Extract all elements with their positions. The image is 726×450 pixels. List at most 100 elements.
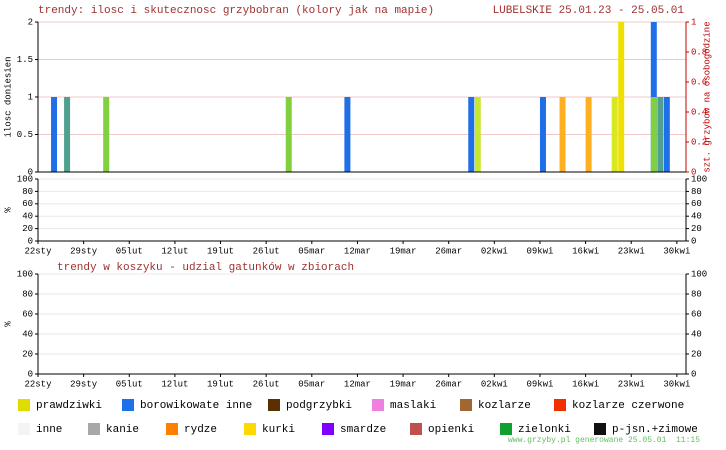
x-tick-label: 05mar	[298, 246, 325, 256]
legend-swatch	[322, 423, 334, 435]
bar	[657, 97, 664, 172]
bar	[64, 97, 71, 172]
y2-tick-label: 0.2	[691, 137, 707, 147]
bar	[539, 97, 546, 172]
y-tick-label: 40	[22, 212, 33, 222]
legend-label: kozlarze	[478, 400, 531, 412]
bar	[103, 97, 110, 172]
y-tick-label: 0	[28, 369, 33, 379]
x-tick-label: 12lut	[161, 379, 188, 389]
legend-label: smardze	[340, 424, 386, 436]
legend-swatch	[410, 423, 422, 435]
y2-tick-label: 40	[691, 212, 702, 222]
x-tick-label: 23kwi	[618, 379, 645, 389]
legend-label: zielonki	[518, 424, 571, 436]
chart-title: trendy: ilosc i skutecznosc grzybobran (…	[38, 5, 434, 17]
bar	[51, 97, 58, 172]
y-tick-label: 80	[22, 289, 33, 299]
x-tick-label: 19mar	[390, 246, 417, 256]
x-tick-label: 05lut	[116, 246, 143, 256]
y2-tick-label: 1	[691, 17, 696, 27]
y2-tick-label: 100	[691, 269, 707, 279]
x-tick-label: 02kwi	[481, 379, 508, 389]
y-axis-label: %	[3, 207, 13, 213]
legend-label: inne	[36, 424, 62, 436]
y-tick-label: 1.5	[17, 55, 33, 65]
y2-tick-label: 80	[691, 289, 702, 299]
bar	[285, 97, 292, 172]
x-tick-label: 26lut	[253, 246, 280, 256]
legend-swatch	[372, 399, 384, 411]
y2-tick-label: 0.8	[691, 47, 707, 57]
bar	[611, 97, 618, 172]
y2-tick-label: 20	[691, 349, 702, 359]
y-tick-label: 20	[22, 224, 33, 234]
y-tick-label: 100	[17, 269, 33, 279]
legend-swatch	[594, 423, 606, 435]
x-tick-label: 19lut	[207, 246, 234, 256]
legend-swatch	[18, 399, 30, 411]
bar	[618, 22, 625, 172]
bar	[585, 97, 592, 172]
bar	[559, 97, 566, 172]
x-tick-label: 12mar	[344, 379, 371, 389]
x-tick-label: 09kwi	[526, 379, 553, 389]
legend-label: maslaki	[390, 400, 437, 412]
x-tick-label: 05lut	[116, 379, 143, 389]
y-tick-label: 2	[28, 17, 33, 27]
legend-label: kurki	[262, 424, 295, 436]
x-tick-label: 26mar	[435, 246, 462, 256]
legend-swatch	[554, 399, 566, 411]
x-tick-label: 29sty	[70, 379, 98, 389]
y-tick-label: 20	[22, 349, 33, 359]
x-tick-label: 09kwi	[526, 246, 553, 256]
y-tick-label: 0.5	[17, 130, 33, 140]
legend-label: kozlarze czerwone	[572, 400, 684, 412]
y2-tick-label: 0.6	[691, 77, 707, 87]
bar	[663, 97, 670, 172]
x-tick-label: 22sty	[24, 246, 52, 256]
legend-swatch	[122, 399, 134, 411]
y-tick-label: 40	[22, 329, 33, 339]
legend-swatch	[88, 423, 100, 435]
y-tick-label: 1	[28, 92, 33, 102]
y2-tick-label: 0	[691, 167, 696, 177]
x-tick-label: 02kwi	[481, 246, 508, 256]
legend-label: podgrzybki	[286, 400, 352, 412]
y-tick-label: 80	[22, 187, 33, 197]
x-tick-label: 16kwi	[572, 246, 599, 256]
bar	[344, 97, 351, 172]
x-tick-label: 30kwi	[663, 246, 690, 256]
y2-tick-label: 0	[691, 369, 696, 379]
y-axis-label: %	[3, 321, 13, 327]
y2-tick-label: 100	[691, 174, 707, 184]
x-tick-label: 29sty	[70, 246, 98, 256]
legend-swatch	[460, 399, 472, 411]
legend-label: kanie	[106, 424, 139, 436]
x-tick-label: 16kwi	[572, 379, 599, 389]
y2-tick-label: 0.4	[691, 107, 707, 117]
legend-label: borowikowate inne	[140, 400, 252, 412]
x-tick-label: 12mar	[344, 246, 371, 256]
chart-title: trendy w koszyku - udzial gatunków w zbi…	[57, 262, 354, 274]
footer: www.grzyby.pl generowane 25.05.01 11:15	[508, 436, 700, 445]
x-tick-label: 05mar	[298, 379, 325, 389]
x-tick-label: 26lut	[253, 379, 280, 389]
legend-swatch	[18, 423, 30, 435]
chart-subtitle: LUBELSKIE 25.01.23 - 25.05.01	[493, 5, 685, 17]
y2-tick-label: 40	[691, 329, 702, 339]
x-tick-label: 12lut	[161, 246, 188, 256]
bar	[650, 97, 657, 172]
x-tick-label: 26mar	[435, 379, 462, 389]
legend-swatch	[166, 423, 178, 435]
x-tick-label: 23kwi	[618, 246, 645, 256]
legend-label: opienki	[428, 424, 475, 436]
legend-swatch	[268, 399, 280, 411]
y2-tick-label: 0	[691, 236, 696, 246]
y-tick-label: 60	[22, 199, 33, 209]
x-tick-label: 19lut	[207, 379, 234, 389]
legend-label: rydze	[184, 424, 217, 436]
legend-label: prawdziwki	[36, 400, 102, 412]
